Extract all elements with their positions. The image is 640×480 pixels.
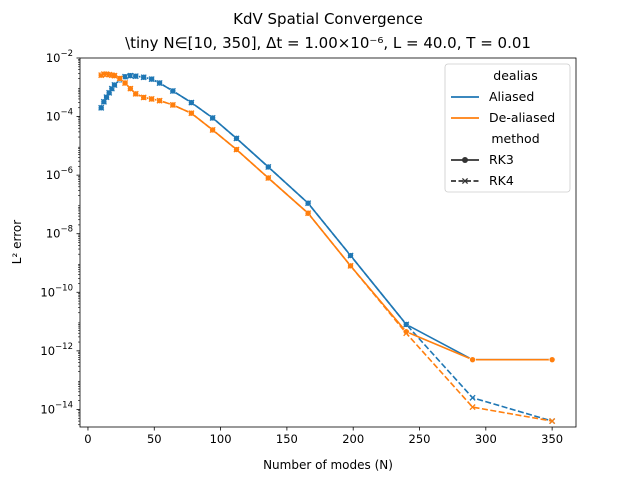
- y-tick-label: 10−8: [46, 225, 73, 241]
- y-tick-label: 10−12: [40, 342, 73, 358]
- data-point-aliased-rk4: [156, 79, 163, 87]
- y-tick-label: 10−14: [40, 400, 73, 416]
- data-point-aliased-rk4: [140, 74, 147, 81]
- x-tick-label: 0: [84, 432, 91, 446]
- data-point-de-aliased-rk3: [548, 356, 556, 363]
- data-point-aliased-rk4: [169, 87, 176, 95]
- data-point-aliased-rk4: [100, 98, 107, 105]
- data-point-de-aliased-rk4: [156, 97, 163, 104]
- data-point-de-aliased-rk4: [209, 126, 216, 133]
- data-point-aliased-rk4: [127, 72, 134, 79]
- data-point-de-aliased-rk4: [265, 174, 272, 182]
- legend-entry-rk3-label: RK3: [489, 152, 514, 167]
- legend-entry-aliased-label: Aliased: [489, 89, 534, 104]
- data-point-de-aliased-rk4: [111, 72, 118, 79]
- chart-title: KdV Spatial Convergence: [233, 10, 423, 28]
- data-point-aliased-rk4: [122, 73, 129, 80]
- legend-entry-de-aliased-label: De-aliased: [489, 110, 555, 125]
- data-point-de-aliased-rk4: [122, 79, 129, 87]
- legend-title-dealias: dealias: [493, 68, 537, 83]
- data-point-aliased-rk4: [233, 135, 240, 142]
- legend-title-method: method: [491, 131, 539, 146]
- x-tick-label: 50: [147, 432, 162, 446]
- data-point-de-aliased-rk4: [188, 110, 195, 117]
- data-point-aliased-rk4: [469, 394, 476, 401]
- data-point-de-aliased-rk4: [549, 418, 556, 425]
- x-tick-label: 250: [409, 432, 431, 446]
- x-tick-label: 150: [276, 432, 298, 446]
- data-point-aliased-rk4: [98, 104, 105, 111]
- legend-entry-rk3-marker: [462, 157, 468, 163]
- data-point-de-aliased-rk4: [469, 404, 476, 411]
- data-point-de-aliased-rk4: [116, 75, 123, 82]
- chart-subtitle: \tiny N∈[10, 350], Δt = 1.00×10⁻⁶, L = 4…: [125, 34, 531, 52]
- y-tick-label: 10−10: [40, 283, 73, 299]
- y-tick-label: 10−2: [46, 49, 73, 65]
- data-point-aliased-rk4: [188, 99, 195, 106]
- x-tick-label: 350: [541, 432, 563, 446]
- data-point-de-aliased-rk4: [347, 262, 354, 269]
- data-point-aliased-rk4: [106, 89, 113, 96]
- data-point-de-aliased-rk4: [169, 101, 176, 108]
- data-point-de-aliased-rk4: [127, 85, 134, 92]
- x-tick-label: 300: [475, 432, 497, 446]
- data-point-aliased-rk4: [148, 76, 155, 83]
- data-point-aliased-rk4: [403, 321, 410, 328]
- x-axis-label: Number of modes (N): [263, 458, 393, 472]
- legend-entry-rk4-label: RK4: [489, 173, 514, 188]
- x-tick-label: 100: [210, 432, 232, 446]
- data-point-aliased-rk4: [111, 81, 118, 89]
- data-point-aliased-rk4: [265, 163, 272, 171]
- data-point-de-aliased-rk4: [148, 95, 155, 102]
- legend-entry-rk4-marker: [461, 177, 469, 185]
- data-point-de-aliased-rk3: [402, 328, 410, 336]
- data-point-de-aliased-rk4: [132, 90, 139, 97]
- data-point-de-aliased-rk4: [305, 210, 312, 217]
- y-tick-label: 10−4: [46, 108, 73, 124]
- data-point-aliased-rk4: [305, 200, 312, 207]
- plot-area: 0 50 100 150 200 250 300 350 10−14 10−12 10−10 10−8…: [40, 49, 577, 446]
- data-point-de-aliased-rk4: [403, 330, 410, 337]
- data-point-aliased-rk4: [108, 85, 115, 92]
- data-point-de-aliased-rk3: [469, 356, 476, 363]
- data-point-aliased-rk4: [103, 94, 110, 101]
- data-point-aliased-rk4: [209, 114, 216, 121]
- data-point-de-aliased-rk4: [140, 94, 147, 101]
- axes-frame: [79, 57, 577, 428]
- data-point-de-aliased-rk4: [233, 146, 240, 153]
- y-tick-label: 10−6: [46, 166, 73, 182]
- x-tick-label: 200: [342, 432, 364, 446]
- data-point-aliased-rk4: [347, 252, 354, 259]
- data-point-aliased-rk4: [132, 73, 139, 80]
- legend: dealias Aliased De-aliased method RK3 RK4: [444, 63, 571, 193]
- y-axis-label: L² error: [10, 220, 24, 264]
- series-group: [97, 70, 556, 425]
